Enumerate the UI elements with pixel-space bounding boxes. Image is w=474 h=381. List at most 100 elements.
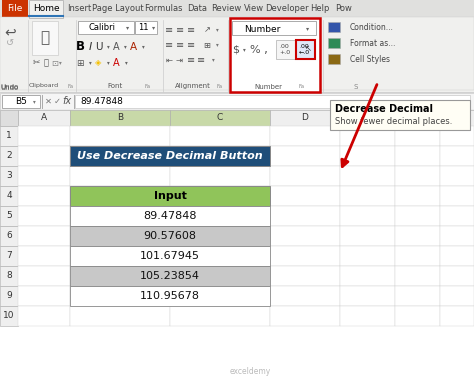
Text: ▾: ▾ <box>243 48 246 53</box>
Bar <box>170 266 270 286</box>
Bar <box>340 186 395 206</box>
Bar <box>0 126 18 146</box>
Bar <box>70 126 170 146</box>
Bar <box>0 306 18 326</box>
Bar <box>395 266 440 286</box>
Text: Home: Home <box>33 4 59 13</box>
Text: Fa: Fa <box>299 85 305 90</box>
Text: ▾: ▾ <box>33 99 36 104</box>
Text: Fa: Fa <box>68 83 74 88</box>
Text: 1: 1 <box>6 131 12 141</box>
Text: ▾: ▾ <box>125 61 128 66</box>
Text: B5: B5 <box>15 97 27 106</box>
Bar <box>70 246 170 266</box>
Bar <box>395 286 440 306</box>
Bar <box>2 0 28 17</box>
Bar <box>170 166 270 186</box>
Bar <box>0 93 474 110</box>
Text: Undo: Undo <box>1 85 19 91</box>
Bar <box>340 306 395 326</box>
Bar <box>330 100 470 130</box>
Text: +.0: +.0 <box>279 51 290 56</box>
Bar <box>70 146 270 166</box>
Text: Cell Styles: Cell Styles <box>350 54 390 64</box>
Text: Data: Data <box>187 4 207 13</box>
Text: ▾: ▾ <box>216 27 219 32</box>
Text: 110.95678: 110.95678 <box>140 291 200 301</box>
Text: U: U <box>95 42 103 52</box>
Text: ⧉: ⧉ <box>44 59 48 67</box>
Bar <box>440 186 474 206</box>
Bar <box>170 306 270 326</box>
Text: .00: .00 <box>299 43 309 48</box>
Bar <box>18 286 70 306</box>
Bar <box>18 246 70 266</box>
Text: 3: 3 <box>6 171 12 181</box>
Bar <box>170 186 270 206</box>
Text: 9: 9 <box>6 291 12 301</box>
Bar <box>440 306 474 326</box>
Text: fx: fx <box>63 96 72 107</box>
Bar <box>70 186 270 206</box>
Bar <box>395 146 440 166</box>
Bar <box>270 146 340 166</box>
Text: Font: Font <box>108 83 123 89</box>
Bar <box>340 166 395 186</box>
Bar <box>230 18 320 92</box>
Text: ▾: ▾ <box>216 43 219 48</box>
Text: 📋: 📋 <box>40 30 50 45</box>
Bar <box>0 110 18 126</box>
Bar <box>29 0 63 18</box>
Text: ▾: ▾ <box>306 27 310 32</box>
Bar <box>395 226 440 246</box>
Bar <box>170 126 270 146</box>
Text: B: B <box>117 114 123 123</box>
Text: Show fewer decimal places.: Show fewer decimal places. <box>335 117 452 125</box>
Bar <box>395 186 440 206</box>
Bar <box>270 126 340 146</box>
Bar <box>18 306 70 326</box>
Bar <box>440 266 474 286</box>
Bar <box>0 166 18 186</box>
Bar <box>328 22 340 32</box>
Bar <box>276 40 295 59</box>
Text: Page Layout: Page Layout <box>92 4 144 13</box>
Bar <box>440 166 474 186</box>
Bar <box>18 166 70 186</box>
Text: ✕: ✕ <box>45 97 52 106</box>
Text: Number: Number <box>254 84 282 90</box>
Bar <box>270 306 340 326</box>
Bar <box>0 0 474 17</box>
Text: A: A <box>113 42 119 52</box>
Bar <box>170 146 270 166</box>
Bar <box>78 21 134 34</box>
Bar <box>232 21 316 35</box>
Bar <box>395 126 440 146</box>
Bar <box>328 54 340 64</box>
Bar <box>270 110 340 126</box>
Bar <box>0 146 18 166</box>
Text: 105.23854: 105.23854 <box>140 271 200 281</box>
Text: ▾: ▾ <box>107 45 109 50</box>
Text: File: File <box>7 4 23 13</box>
Text: 6: 6 <box>6 232 12 240</box>
Bar <box>70 266 270 286</box>
Text: A: A <box>41 114 47 123</box>
Text: Review: Review <box>211 4 241 13</box>
Bar <box>70 226 270 246</box>
Bar <box>270 206 340 226</box>
Bar <box>440 246 474 266</box>
Text: ✂: ✂ <box>32 59 40 67</box>
Text: Fa: Fa <box>145 83 151 88</box>
Bar <box>296 40 315 59</box>
Bar <box>440 146 474 166</box>
Text: ⊞: ⊞ <box>203 40 210 50</box>
Bar <box>0 0 474 107</box>
Text: ,: , <box>264 43 268 56</box>
Bar <box>32 21 58 55</box>
Bar <box>395 166 440 186</box>
Bar <box>70 226 170 246</box>
Text: ▾: ▾ <box>142 45 145 50</box>
Text: ▾: ▾ <box>127 26 129 30</box>
Text: Format as...: Format as... <box>350 38 395 48</box>
